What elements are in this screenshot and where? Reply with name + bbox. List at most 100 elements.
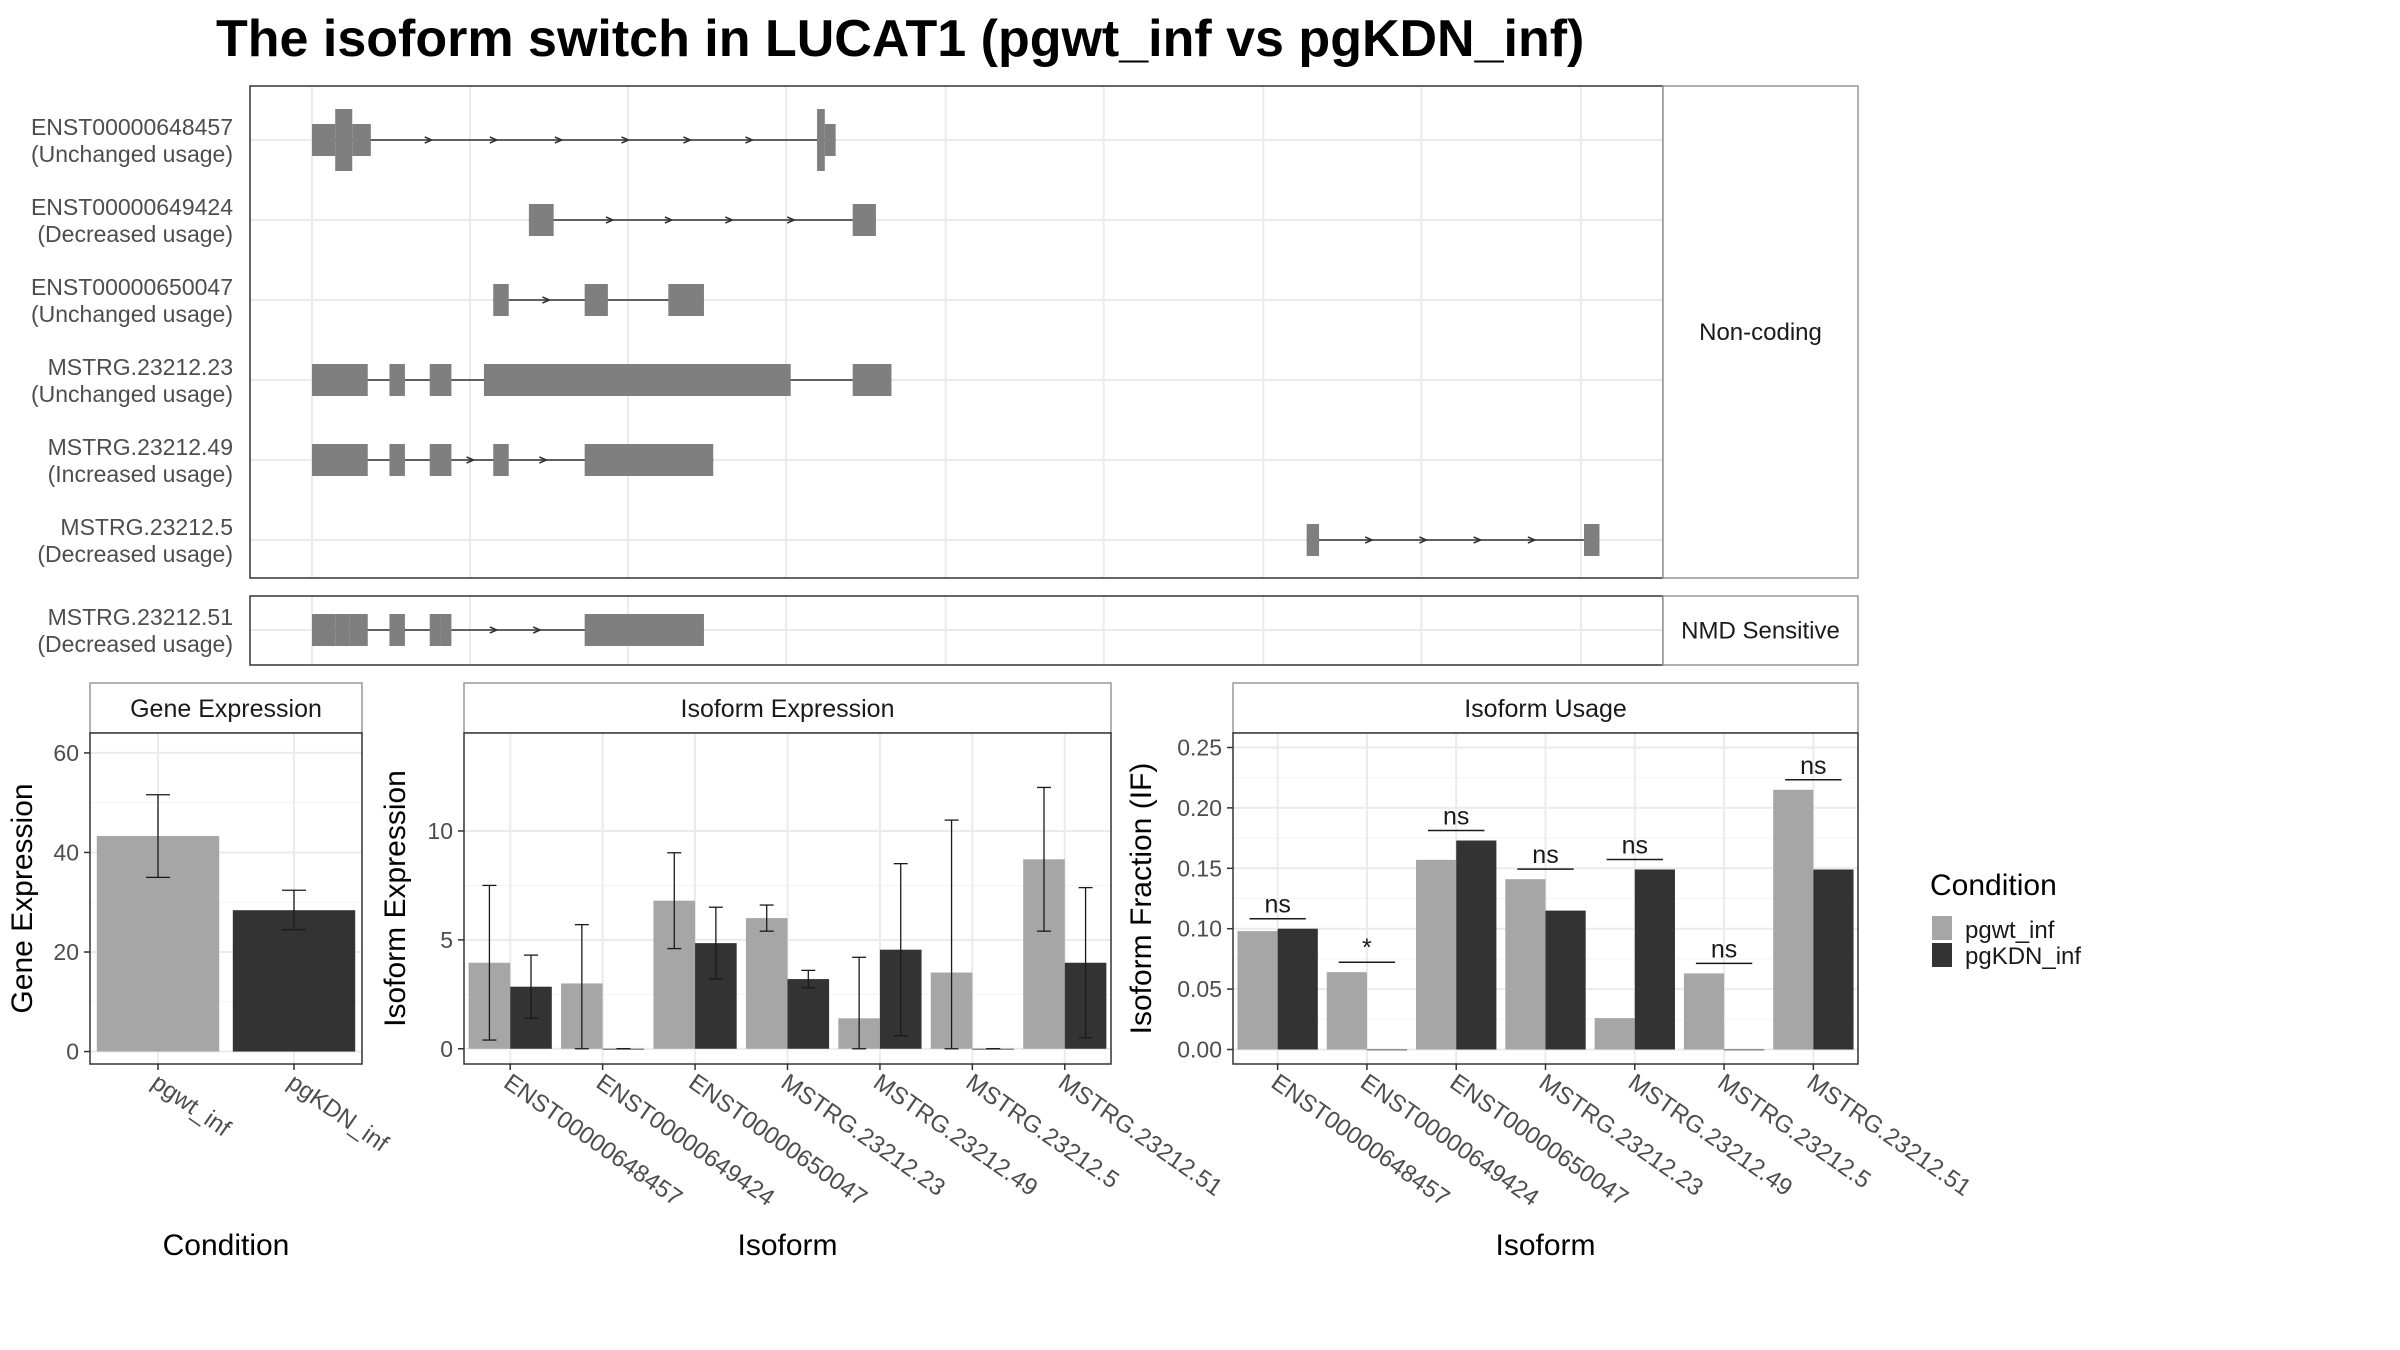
usage-status-label: (Decreased usage) [37,221,233,247]
facet-strip [1662,595,1859,666]
bar [1416,859,1457,1050]
usage-status-label: (Unchanged usage) [31,141,233,167]
isoform-name-label: MSTRG.23212.51 [48,604,233,630]
exon [824,124,836,156]
exon [440,614,452,646]
x-tick-label: MSTRG.23212.5 [961,1069,1124,1194]
exon [483,364,791,396]
bar [1545,910,1586,1050]
y-tick-label: 0 [66,1039,79,1065]
direction-arrow [745,136,755,144]
gene-structure-panel: ENST00000648457(Unchanged usage)ENST0000… [31,85,1859,666]
isoform-name-label: ENST00000649424 [31,194,233,220]
usage-status-label: (Unchanged usage) [31,301,233,327]
x-tick-label: MSTRG.23212.23 [776,1069,950,1202]
direction-arrow [489,626,499,634]
usage-status-label: (Unchanged usage) [31,381,233,407]
exon [1583,524,1600,556]
y-tick-label: 5 [440,927,453,953]
y-tick-label: 0.05 [1177,976,1222,1002]
significance-label: ns [1532,841,1558,869]
direction-arrow [683,136,693,144]
condition-legend: Condition pgwt_inf pgKDN_inf [1930,869,2081,970]
gene-expression-panel: Gene Expression 0 20 40 60 pgwt_inf pgKDN_inf C… [6,682,394,1262]
significance-label: ns [1711,935,1737,963]
exon [817,109,825,171]
bar [1505,879,1546,1050]
legend-label-pgwt: pgwt_inf [1965,917,2055,944]
exon [493,284,509,316]
direction-arrow [1527,536,1537,544]
legend-swatch-pgwt [1932,916,1952,940]
exon [389,444,405,476]
direction-arrow [605,216,615,224]
isoform-name-label: MSTRG.23212.23 [48,354,233,380]
exon [389,614,405,646]
y-axis-title: Isoform Expression [379,770,412,1027]
y-tick-label: 0.00 [1177,1037,1222,1063]
bar [787,979,830,1049]
x-tick-label: MSTRG.23212.49 [868,1069,1042,1202]
x-tick-label: pgwt_inf [147,1069,236,1143]
x-tick-label: MSTRG.23212.51 [1802,1069,1976,1202]
exon [349,614,368,646]
x-tick-label: pgKDN_inf [283,1069,394,1158]
significance-label: ns [1800,752,1826,780]
x-tick-label: MSTRG.23212.49 [1623,1069,1797,1202]
bar [1773,789,1814,1050]
direction-arrow [424,136,434,144]
x-axis-title: Isoform [1495,1229,1595,1262]
structure-plot-background [250,86,1663,578]
legend-swatch-pgkdn [1932,943,1952,967]
y-axis-title: Gene Expression [6,783,39,1013]
exon [493,444,509,476]
direction-arrow [489,136,499,144]
bar [1366,1049,1408,1051]
direction-arrow [554,136,564,144]
direction-arrow [466,456,476,464]
isoform-usage-panel: Isoform Usage 0.00 0.05 0.10 0.15 0.20 0.25 ns *… [1125,682,1976,1262]
legend-title: Condition [1930,869,2057,902]
exon [429,364,452,396]
direction-arrow [1419,536,1429,544]
panel-strip [463,682,1112,734]
exon [852,204,876,236]
bar [1683,973,1725,1050]
x-tick-label: MSTRG.23212.51 [1053,1069,1227,1202]
exon [335,109,353,171]
bar [232,910,356,1052]
direction-arrow [532,626,543,634]
facet-strip-label: NMD Sensitive [1681,618,1840,645]
exon [1306,524,1320,556]
exon [429,614,441,646]
exon [352,124,371,156]
y-tick-label: 40 [53,839,79,865]
exon [335,614,350,646]
direction-arrow [1473,536,1483,544]
panel-title: Isoform Expression [681,695,895,723]
bar [1594,1018,1635,1050]
isoform-name-label: ENST00000648457 [31,114,233,140]
exon [852,364,892,396]
bar [1456,840,1497,1050]
usage-status-label: (Decreased usage) [37,541,233,567]
x-axis-title: Isoform [737,1229,837,1262]
x-axis-title: Condition [163,1229,290,1262]
y-tick-label: 0 [440,1036,453,1062]
exon [311,124,336,156]
isoform-expression-panel: Isoform Expression0510ENST00000648457ENS… [379,682,1227,1262]
significance-label: * [1362,934,1372,962]
exon [528,204,554,236]
direction-arrow [1364,536,1375,544]
exon [584,614,704,646]
legend-label-pgkdn: pgKDN_inf [1965,943,2081,970]
y-tick-label: 20 [53,939,79,965]
isoform-name-label: MSTRG.23212.5 [60,514,233,540]
exon [311,364,368,396]
plot-border [89,732,363,1065]
usage-status-label: (Increased usage) [48,461,233,487]
facet-strip [1662,85,1859,579]
usage-status-label: (Decreased usage) [37,631,233,657]
y-tick-label: 0.15 [1177,855,1222,881]
